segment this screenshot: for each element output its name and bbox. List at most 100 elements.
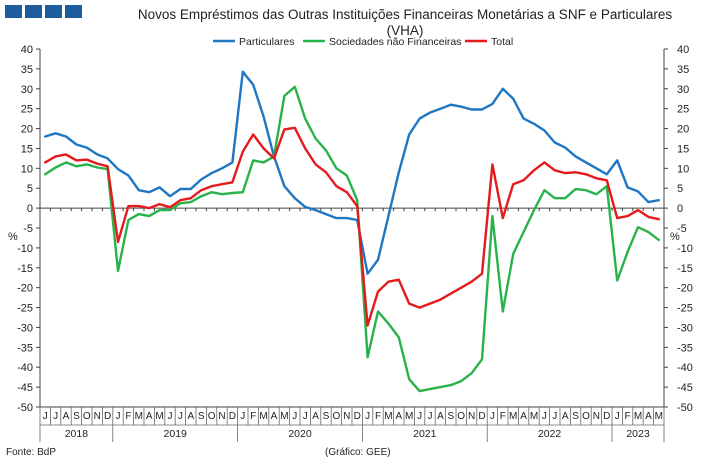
x-month-label: O xyxy=(457,411,465,422)
y-tick-label-left: 40 xyxy=(21,44,33,56)
y-tick-label-left: 10 xyxy=(21,163,33,175)
x-year-label: 2022 xyxy=(538,428,562,440)
y-tick-label-left: 30 xyxy=(21,84,33,96)
y-tick-label-right: 10 xyxy=(677,163,689,175)
y-tick-label-right: 15 xyxy=(677,143,689,155)
x-month-label: J xyxy=(615,411,620,422)
y-tick-label-right: -30 xyxy=(677,322,693,334)
x-month-label: M xyxy=(155,411,163,422)
x-month-label: N xyxy=(343,411,350,422)
x-month-label: J xyxy=(178,411,183,422)
x-month-label: O xyxy=(333,411,341,422)
x-month-label: J xyxy=(303,411,308,422)
x-month-label: A xyxy=(395,411,402,422)
y-tick-label-left: 0 xyxy=(27,203,33,215)
x-month-label: J xyxy=(116,411,121,422)
x-month-label: M xyxy=(405,411,413,422)
x-year-label: 2023 xyxy=(626,428,650,440)
series-line-snf xyxy=(44,85,660,393)
y-tick-label-left: -40 xyxy=(17,362,33,374)
chart-title-line-2: (VHA) xyxy=(386,23,424,38)
series-line-particulares xyxy=(44,70,660,275)
x-month-label: O xyxy=(83,411,91,422)
x-month-label: N xyxy=(218,411,225,422)
y-tick-label-left: -25 xyxy=(17,303,33,315)
y-tick-label-right: -5 xyxy=(677,223,687,235)
x-month-label: N xyxy=(94,411,101,422)
x-month-label: S xyxy=(447,411,454,422)
y-tick-label-right: 25 xyxy=(677,104,689,116)
x-month-label: A xyxy=(520,411,527,422)
chart-title-line-1: Novos Empréstimos das Outras Instituiçõe… xyxy=(137,7,673,22)
y-tick-label-right: -35 xyxy=(677,342,693,354)
x-month-label: J xyxy=(292,411,297,422)
series-line-total xyxy=(44,126,660,327)
x-month-label: D xyxy=(354,411,361,422)
x-month-label: J xyxy=(490,411,495,422)
x-month-label: S xyxy=(572,411,579,422)
logo-block-3 xyxy=(45,5,62,18)
y-tick-label-left: -5 xyxy=(23,223,33,235)
y-axis-label-left: % xyxy=(8,231,18,243)
chart-title: Novos Empréstimos das Outras Instituiçõe… xyxy=(110,7,700,39)
y-axis-label-right: % xyxy=(670,231,680,243)
x-month-label: J xyxy=(365,411,370,422)
x-month-label: J xyxy=(43,411,48,422)
x-month-label: J xyxy=(417,411,422,422)
x-month-label: A xyxy=(645,411,652,422)
x-month-label: S xyxy=(198,411,205,422)
x-month-label: J xyxy=(53,411,58,422)
logo-block-1 xyxy=(5,5,22,18)
x-month-label: S xyxy=(323,411,330,422)
y-tick-label-left: 15 xyxy=(21,143,33,155)
logo-block-4 xyxy=(65,5,82,18)
x-month-label: M xyxy=(530,411,538,422)
x-month-label: A xyxy=(187,411,194,422)
x-month-label: D xyxy=(603,411,610,422)
y-tick-label-left: -45 xyxy=(17,382,33,394)
y-tick-label-left: 25 xyxy=(21,104,33,116)
x-month-label: J xyxy=(168,411,173,422)
y-tick-label-left: -50 xyxy=(17,402,33,414)
x-month-label: J xyxy=(542,411,547,422)
x-year-label: 2019 xyxy=(164,428,188,440)
y-tick-label-right: 35 xyxy=(677,64,689,76)
x-month-label: D xyxy=(478,411,485,422)
x-month-label: F xyxy=(375,411,381,422)
y-tick-label-right: 20 xyxy=(677,124,689,136)
chart-credit: (Gráfico: GEE) xyxy=(325,447,391,458)
x-month-label: A xyxy=(146,411,153,422)
x-month-label: O xyxy=(208,411,216,422)
y-tick-label-right: 40 xyxy=(677,44,689,56)
x-month-label: J xyxy=(552,411,557,422)
source-note: Fonte: BdP xyxy=(6,447,57,458)
x-year-label: 2018 xyxy=(65,428,89,440)
x-month-label: F xyxy=(500,411,506,422)
y-tick-label-left: -35 xyxy=(17,342,33,354)
y-tick-label-right: -40 xyxy=(677,362,693,374)
x-month-label: M xyxy=(259,411,267,422)
x-month-label: N xyxy=(593,411,600,422)
x-month-label: A xyxy=(312,411,319,422)
x-month-label: A xyxy=(63,411,70,422)
y-tick-label-left: 5 xyxy=(27,183,33,195)
x-month-label: F xyxy=(625,411,631,422)
x-month-label: M xyxy=(655,411,663,422)
legend-label-particulares: Particulares xyxy=(239,36,294,48)
y-tick-label-left: -10 xyxy=(17,243,33,255)
x-month-label: A xyxy=(271,411,278,422)
gee-logo xyxy=(5,5,82,18)
y-tick-label-right: -10 xyxy=(677,243,693,255)
x-month-label: S xyxy=(73,411,80,422)
logo-block-2 xyxy=(25,5,42,18)
x-month-label: D xyxy=(229,411,236,422)
x-month-label: M xyxy=(384,411,392,422)
x-month-label: A xyxy=(437,411,444,422)
y-tick-label-right: 0 xyxy=(677,203,683,215)
x-year-label: 2020 xyxy=(288,428,312,440)
x-month-label: M xyxy=(135,411,143,422)
legend-label-total: Total xyxy=(491,36,513,48)
x-month-label: M xyxy=(280,411,288,422)
y-tick-label-right: -25 xyxy=(677,303,693,315)
y-tick-label-right: 5 xyxy=(677,183,683,195)
